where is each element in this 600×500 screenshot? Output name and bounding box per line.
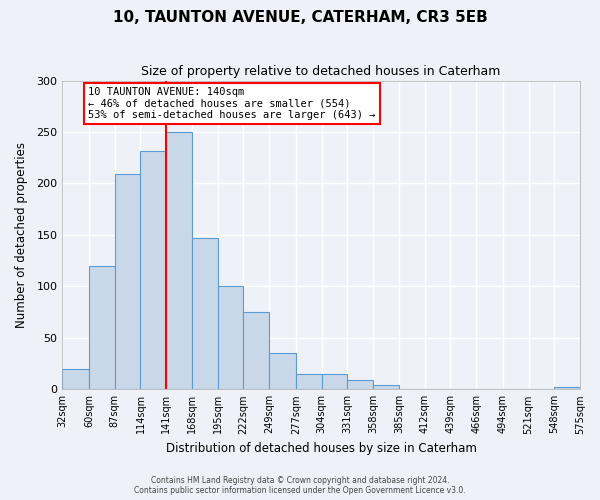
Text: 10 TAUNTON AVENUE: 140sqm
← 46% of detached houses are smaller (554)
53% of semi: 10 TAUNTON AVENUE: 140sqm ← 46% of detac… xyxy=(88,86,376,120)
Text: 10, TAUNTON AVENUE, CATERHAM, CR3 5EB: 10, TAUNTON AVENUE, CATERHAM, CR3 5EB xyxy=(113,10,487,25)
Bar xyxy=(554,387,580,390)
Bar xyxy=(140,150,166,390)
Bar xyxy=(218,286,244,390)
Text: Contains HM Land Registry data © Crown copyright and database right 2024.
Contai: Contains HM Land Registry data © Crown c… xyxy=(134,476,466,495)
Bar xyxy=(347,380,373,390)
Bar xyxy=(269,354,296,390)
Bar xyxy=(192,238,218,390)
Bar xyxy=(373,385,399,390)
Bar xyxy=(244,312,269,390)
X-axis label: Distribution of detached houses by size in Caterham: Distribution of detached houses by size … xyxy=(166,442,476,455)
Title: Size of property relative to detached houses in Caterham: Size of property relative to detached ho… xyxy=(142,65,501,78)
Bar xyxy=(296,374,322,390)
Bar xyxy=(166,132,192,390)
Bar xyxy=(62,368,89,390)
Bar xyxy=(89,266,115,390)
Bar xyxy=(115,174,140,390)
Bar xyxy=(322,374,347,390)
Y-axis label: Number of detached properties: Number of detached properties xyxy=(15,142,28,328)
